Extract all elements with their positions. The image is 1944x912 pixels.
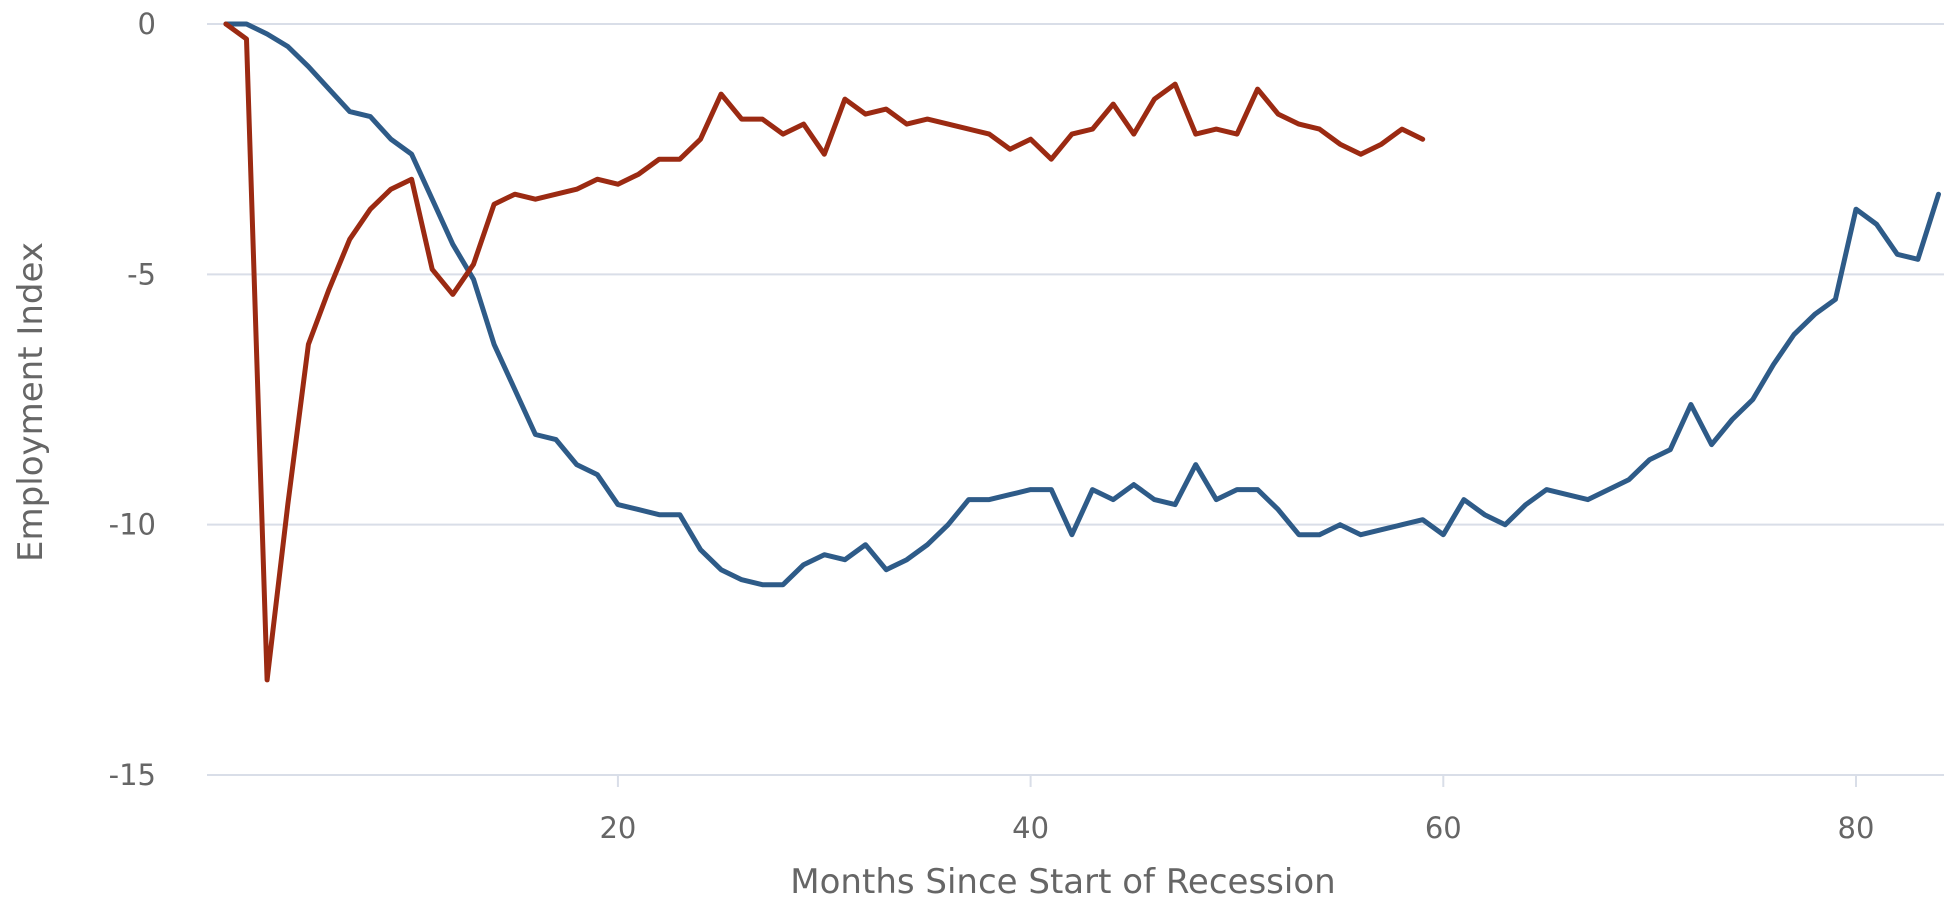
x-axis-ticks: 20 40 60 80 — [599, 775, 1874, 845]
y-tick-label: -5 — [127, 257, 156, 291]
x-tick-label: 40 — [1012, 811, 1049, 845]
y-axis-title: Employment Index — [11, 242, 51, 562]
x-tick-label: 80 — [1838, 811, 1875, 845]
x-axis-title: Months Since Start of Recession — [790, 862, 1335, 902]
y-tick-label: -15 — [109, 758, 156, 792]
x-tick-label: 60 — [1425, 811, 1462, 845]
x-tick-label: 20 — [599, 811, 636, 845]
y-tick-label: 0 — [138, 7, 156, 41]
gridlines — [207, 23, 1944, 776]
series-line-1 — [223, 21, 1941, 588]
series-lines — [223, 21, 1941, 683]
y-tick-label: -10 — [109, 508, 156, 542]
series-line-2 — [223, 21, 1426, 683]
y-axis-ticks: 0 -5 -10 -15 — [109, 7, 156, 792]
